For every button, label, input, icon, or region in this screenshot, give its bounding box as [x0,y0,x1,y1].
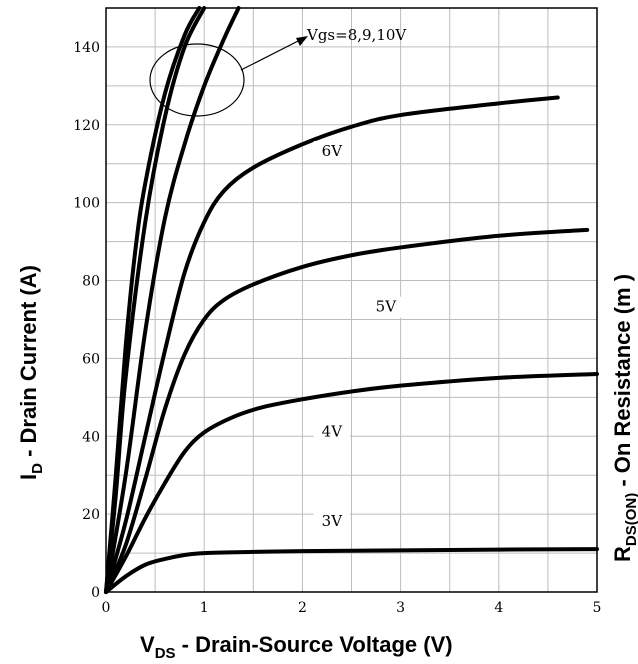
x-tick-label: 3 [396,600,405,616]
y-tick-label: 140 [73,40,100,56]
x-tick-label: 4 [494,600,503,616]
curve-label-6v: 6V [322,142,344,160]
curve-vgs-8v [104,6,241,594]
curve-label-bg [313,140,350,162]
y-tick-label: 0 [91,585,100,601]
y-tick-label: 120 [73,118,100,134]
curve-label-bg [313,510,350,532]
y-tick-labels: 0 20 40 60 80 100 120 140 [73,40,100,601]
plot-frame [105,7,598,593]
curve-labels: 6V 5V 4V 3V [313,140,404,532]
curve-label-3v: 3V [322,512,344,530]
curve-vgs-3v [104,547,599,594]
right-axis-title-main: R [610,546,635,562]
vgs-arrow-head [296,36,308,46]
y-axis-title-main: I [16,474,41,480]
curve-label-4v: 4V [322,422,344,440]
x-tick-label: 2 [298,600,307,616]
curve-vgs-10v [104,6,202,594]
x-tick-labels: 0 1 2 3 4 5 [102,600,602,616]
right-axis-title-rest: - On Resistance (m ) [610,274,635,493]
x-axis-title: VDS - Drain-Source Voltage (V) [140,632,453,662]
x-axis-title-main: V [140,632,155,657]
vgs-arrow-line [240,37,305,71]
curve-vgs-4v [104,371,599,594]
curve-label-bg [367,296,404,318]
curve-label-bg [313,421,350,443]
curve-vgs-6v [104,95,560,594]
curve-label-5v: 5V [376,298,398,316]
y-tick-label: 80 [82,274,100,290]
right-axis-title: RDS(ON) - On Resistance (m ) [610,274,638,562]
y-tick-label: 40 [82,429,100,445]
y-axis-title-sub: D [29,463,46,474]
y-tick-label: 60 [82,351,100,367]
x-axis-title-rest: - Drain-Source Voltage (V) [176,632,453,657]
curves [104,6,599,594]
x-tick-label: 1 [200,600,209,616]
curve-vgs-5v [104,227,590,594]
x-axis-title-sub: DS [155,645,176,662]
x-tick-label: 0 [102,600,111,616]
y-axis-title: ID - Drain Current (A) [16,265,46,480]
y-axis-title-rest: - Drain Current (A) [16,265,41,463]
right-axis-title-sub: DS(ON) [623,493,638,546]
x-tick-label: 5 [593,600,602,616]
y-tick-label: 20 [82,507,100,523]
vgs-annotation: Vgs=8,9,10V [306,26,407,44]
y-tick-label: 100 [73,196,100,212]
vgs-highlight-ellipse [149,43,245,117]
